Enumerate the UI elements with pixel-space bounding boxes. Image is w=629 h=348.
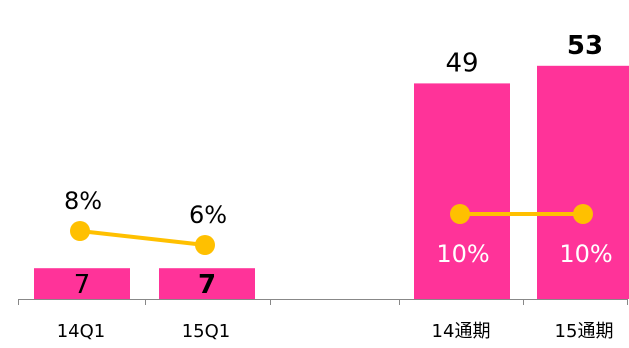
rate-point <box>195 235 215 255</box>
rate-point <box>450 204 470 224</box>
category-label: 15Q1 <box>182 321 231 342</box>
bar-15Q1 <box>159 268 255 299</box>
rate-line-segment <box>79 229 206 247</box>
bars-layer <box>34 65 629 300</box>
bar-value-label: 53 <box>567 31 603 61</box>
labels-layer: 7 7 49 53 8% 6% 10% 10% <box>64 31 613 300</box>
bar-value-label: 7 <box>198 270 216 300</box>
x-axis-ticks <box>18 299 628 305</box>
rate-label: 6% <box>189 201 227 229</box>
bar-15通期 <box>537 65 629 299</box>
rate-label: 8% <box>64 187 102 215</box>
category-label: 14Q1 <box>57 321 106 342</box>
category-label: 14通期 <box>432 321 491 342</box>
rate-point <box>70 221 90 241</box>
rate-label: 10% <box>559 240 612 268</box>
rate-lines-layer <box>70 204 593 255</box>
category-label: 15通期 <box>555 321 614 342</box>
bar-value-label: 49 <box>445 48 478 78</box>
rate-point <box>573 204 593 224</box>
x-axis-labels: 14Q1 15Q1 14通期 15通期 <box>57 321 614 342</box>
bar-value-label: 7 <box>74 270 91 300</box>
bar-14Q1 <box>34 268 130 299</box>
rate-label: 10% <box>436 240 489 268</box>
bar-14通期 <box>414 83 510 300</box>
